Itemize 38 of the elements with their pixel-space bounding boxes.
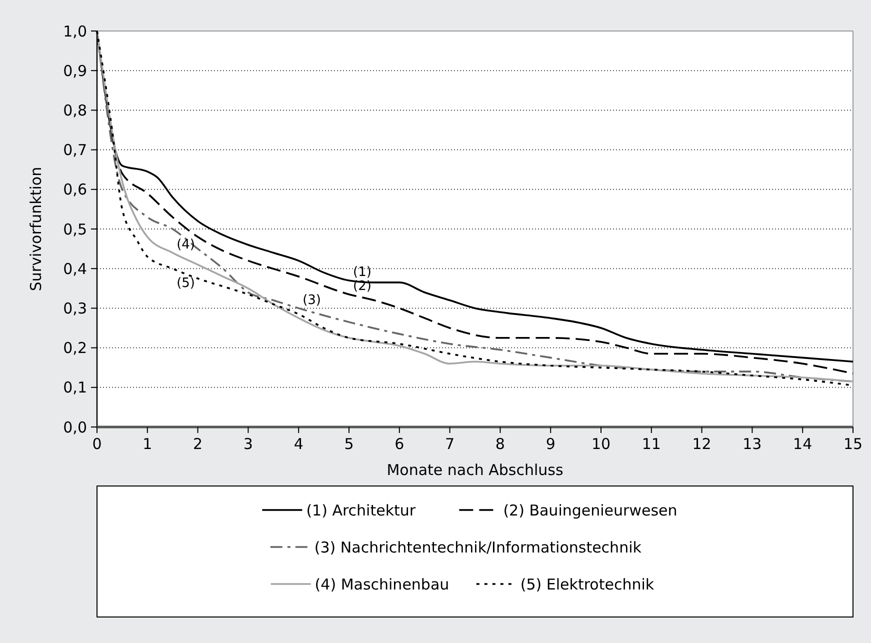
x-tick-label: 14: [793, 435, 812, 453]
x-tick-label: 11: [642, 435, 661, 453]
x-tick-label: 6: [394, 435, 404, 453]
y-tick-label: 0,9: [63, 62, 87, 80]
x-tick-label: 1: [142, 435, 152, 453]
legend-label: (5) Elektrotechnik: [520, 575, 654, 594]
x-tick-label: 5: [344, 435, 354, 453]
x-tick-label: 10: [591, 435, 611, 453]
x-tick-label: 12: [692, 435, 712, 453]
x-tick-label: 8: [495, 435, 505, 453]
y-axis-title: Survivorfunktion: [27, 166, 45, 292]
y-tick-label: 0,7: [63, 141, 87, 160]
y-tick-label: 1,0: [63, 22, 87, 40]
legend-label: (2) Bauingenieurwesen: [503, 501, 678, 520]
y-tick-label: 0,0: [63, 418, 87, 436]
x-axis-title: Monate nach Abschluss: [386, 461, 564, 479]
y-tick-label: 0,3: [63, 299, 87, 318]
legend-label: (1) Architektur: [306, 501, 416, 520]
y-tick-label: 0,2: [63, 339, 87, 358]
annotation: (3): [302, 292, 322, 308]
x-tick-label: 15: [843, 435, 863, 453]
y-tick-label: 0,8: [63, 101, 87, 120]
y-tick-label: 0,1: [63, 378, 87, 397]
x-tick-label: 9: [546, 435, 556, 453]
annotation: (5): [176, 276, 196, 292]
annotation: (1): [353, 265, 372, 280]
legend-label: (4) Maschinenbau: [314, 575, 450, 594]
annotation: (4): [176, 237, 196, 252]
y-tick-label: 0,5: [63, 220, 87, 238]
legend-label: (3) Nachrichtentechnik/Informationstechnik: [314, 538, 642, 556]
x-tick-label: 2: [193, 435, 203, 453]
x-tick-label: 7: [445, 435, 455, 453]
x-tick-label: 3: [243, 435, 253, 453]
x-tick-label: 0: [92, 435, 102, 453]
y-tick-label: 0,4: [63, 260, 87, 278]
y-tick-label: 0,6: [63, 180, 87, 199]
x-tick-label: 4: [294, 435, 304, 453]
x-tick-label: 13: [742, 435, 762, 453]
